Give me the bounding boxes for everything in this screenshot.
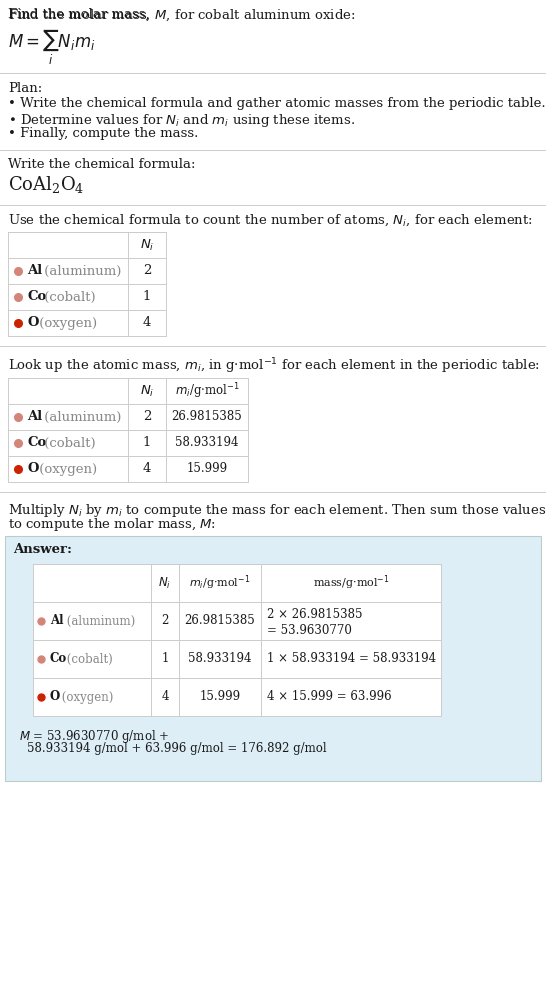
Text: 4 × 15.999 = 63.996: 4 × 15.999 = 63.996 <box>267 691 391 703</box>
Text: 1: 1 <box>143 437 151 450</box>
Text: Multiply $N_i$ by $m_i$ to compute the mass for each element. Then sum those val: Multiply $N_i$ by $m_i$ to compute the m… <box>8 502 546 519</box>
Text: Al: Al <box>50 615 63 627</box>
Text: Answer:: Answer: <box>13 543 72 556</box>
Text: 2: 2 <box>143 265 151 278</box>
Text: • Write the chemical formula and gather atomic masses from the periodic table.: • Write the chemical formula and gather … <box>8 97 545 110</box>
Text: Find the molar mass,: Find the molar mass, <box>8 8 154 21</box>
Text: $\mathregular{CoAl_2O_4}$: $\mathregular{CoAl_2O_4}$ <box>8 174 85 195</box>
Text: $N_i$: $N_i$ <box>140 237 154 253</box>
Text: to compute the molar mass, $M$:: to compute the molar mass, $M$: <box>8 516 216 533</box>
Text: 1: 1 <box>143 290 151 303</box>
Text: 2: 2 <box>161 615 169 627</box>
Text: Write the chemical formula:: Write the chemical formula: <box>8 158 195 171</box>
Text: (oxygen): (oxygen) <box>35 462 97 475</box>
FancyBboxPatch shape <box>33 564 441 716</box>
Text: (cobalt): (cobalt) <box>63 652 113 666</box>
Text: 58.933194: 58.933194 <box>175 437 239 450</box>
Text: 15.999: 15.999 <box>186 462 228 475</box>
Text: Co: Co <box>27 437 46 450</box>
Text: 4: 4 <box>143 316 151 330</box>
Text: (oxygen): (oxygen) <box>58 691 114 703</box>
Text: $M$ = 53.9630770 g/mol +: $M$ = 53.9630770 g/mol + <box>19 728 169 745</box>
Text: Plan:: Plan: <box>8 82 42 95</box>
Text: 4: 4 <box>161 691 169 703</box>
Text: 15.999: 15.999 <box>199 691 241 703</box>
FancyBboxPatch shape <box>8 378 248 482</box>
Text: 58.933194 g/mol + 63.996 g/mol = 176.892 g/mol: 58.933194 g/mol + 63.996 g/mol = 176.892… <box>27 742 327 755</box>
Text: O: O <box>27 316 39 330</box>
Text: 58.933194: 58.933194 <box>188 652 252 666</box>
Text: Co: Co <box>50 652 67 666</box>
Text: • Determine values for $N_i$ and $m_i$ using these items.: • Determine values for $N_i$ and $m_i$ u… <box>8 112 355 129</box>
Text: 2: 2 <box>143 410 151 424</box>
Text: = 53.9630770: = 53.9630770 <box>267 623 352 636</box>
Text: Find the molar mass, $M$, for cobalt aluminum oxide:: Find the molar mass, $M$, for cobalt alu… <box>8 8 355 24</box>
Text: Al: Al <box>27 265 42 278</box>
Text: 2 × 26.9815385: 2 × 26.9815385 <box>267 608 363 620</box>
Text: $N_i$: $N_i$ <box>158 575 171 591</box>
FancyBboxPatch shape <box>5 536 541 781</box>
Text: (aluminum): (aluminum) <box>40 410 121 424</box>
Text: 1 × 58.933194 = 58.933194: 1 × 58.933194 = 58.933194 <box>267 652 436 666</box>
Text: 26.9815385: 26.9815385 <box>171 410 242 424</box>
Text: $M = \sum_i N_i m_i$: $M = \sum_i N_i m_i$ <box>8 27 96 67</box>
FancyBboxPatch shape <box>8 232 166 336</box>
Text: (cobalt): (cobalt) <box>40 290 96 303</box>
Text: O: O <box>27 462 39 475</box>
Text: 4: 4 <box>143 462 151 475</box>
Text: Look up the atomic mass, $m_i$, in g·mol$^{-1}$ for each element in the periodic: Look up the atomic mass, $m_i$, in g·mol… <box>8 356 540 375</box>
Text: 26.9815385: 26.9815385 <box>185 615 256 627</box>
Text: Al: Al <box>27 410 42 424</box>
Text: Use the chemical formula to count the number of atoms, $N_i$, for each element:: Use the chemical formula to count the nu… <box>8 213 533 228</box>
Text: $m_i$/g·mol$^{-1}$: $m_i$/g·mol$^{-1}$ <box>189 574 251 592</box>
Text: O: O <box>50 691 60 703</box>
Text: (aluminum): (aluminum) <box>63 615 135 627</box>
Text: (cobalt): (cobalt) <box>40 437 96 450</box>
Text: • Finally, compute the mass.: • Finally, compute the mass. <box>8 127 198 140</box>
Text: mass/g·mol$^{-1}$: mass/g·mol$^{-1}$ <box>313 574 389 592</box>
Text: (aluminum): (aluminum) <box>40 265 121 278</box>
Text: (oxygen): (oxygen) <box>35 316 97 330</box>
Text: 1: 1 <box>161 652 169 666</box>
Text: $N_i$: $N_i$ <box>140 383 154 398</box>
Text: $m_i$/g·mol$^{-1}$: $m_i$/g·mol$^{-1}$ <box>175 381 239 401</box>
Text: Co: Co <box>27 290 46 303</box>
